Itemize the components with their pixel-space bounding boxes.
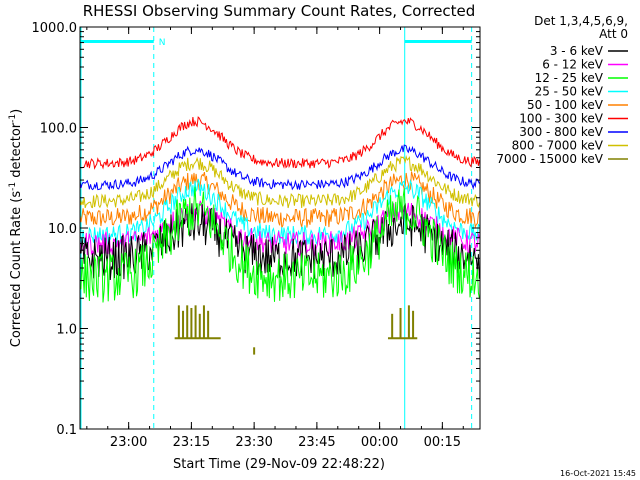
legend-label: 6 - 12 keV	[542, 58, 604, 72]
series-line-1	[79, 200, 480, 257]
hard-xray-bar-3	[190, 307, 193, 339]
hard-xray-bar-7	[207, 310, 210, 339]
y-tick-label: 100.0	[40, 122, 77, 137]
y-axis-label-main: Corrected Count Rate (s	[9, 191, 24, 348]
series-line-7	[79, 155, 480, 209]
x-tick-label: 00:00	[361, 435, 398, 450]
y-tick-label: 1000.0	[32, 21, 78, 36]
legend-label: 7000 - 15000 keV	[496, 152, 603, 166]
legend-label: 800 - 7000 keV	[512, 139, 604, 153]
hard-xray-bar-10	[407, 305, 410, 339]
series-line-4	[79, 171, 480, 230]
x-tick-label: 00:15	[424, 435, 461, 450]
night-marker-label: N	[159, 38, 166, 48]
legend-label: 300 - 800 keV	[519, 125, 603, 139]
saa-bar-2	[404, 40, 472, 43]
series-line-2	[79, 186, 480, 303]
legend-header-1: Det 1,3,4,5,6,9,	[534, 14, 628, 28]
x-tick-label: 23:45	[298, 435, 335, 450]
series-line-6	[79, 144, 480, 191]
series-line-5	[79, 116, 480, 170]
y-tick-label: 1.0	[56, 323, 77, 338]
x-axis-label: Start Time (29-Nov-09 22:48:22)	[173, 457, 385, 472]
y-axis-label-end: )	[9, 109, 24, 114]
y-axis-label-sup1: -1	[8, 182, 18, 191]
x-axis: 23:00 23:15 23:30 23:45 00:00 00:15	[86, 27, 464, 450]
hard-xray-bar-2	[186, 305, 189, 339]
series-line-3	[79, 178, 480, 246]
legend-header-2: Att 0	[599, 27, 628, 41]
y-tick-label: 0.1	[56, 423, 77, 438]
saa-bar-1	[80, 40, 154, 43]
legend-label: 3 - 6 keV	[550, 44, 604, 58]
hard-xray-bar-6	[202, 305, 205, 339]
x-tick-label: 23:30	[235, 435, 272, 450]
hard-xray-bar-0	[177, 305, 180, 339]
legend-label: 12 - 25 keV	[535, 71, 604, 85]
legend-label: 100 - 300 keV	[519, 112, 603, 126]
y-tick-label: 10.0	[48, 222, 77, 237]
legend-label: 50 - 100 keV	[527, 98, 604, 112]
y-axis: 0.1 1.0 10.0 100.0 1000.0	[32, 21, 480, 438]
hard-xray-bar-11	[412, 310, 415, 339]
chart-title: RHESSI Observing Summary Count Rates, Co…	[83, 2, 476, 20]
hard-xray-bar-9	[399, 307, 402, 339]
hard-xray-bar-4	[194, 305, 197, 339]
y-axis-label-sup2: -1	[8, 114, 18, 123]
hard-xray-bar-1	[182, 310, 185, 339]
legend-label: 25 - 50 keV	[535, 85, 604, 99]
x-tick-label: 23:15	[173, 435, 210, 450]
y-axis-label: Corrected Count Rate (s-1 detector-1)	[8, 109, 24, 347]
hard-xray-bar-8	[391, 313, 394, 339]
y-axis-label-mid: detector	[9, 122, 24, 182]
timestamp: 16-Oct-2021 15:45	[560, 469, 636, 478]
x-tick-label: 23:00	[110, 435, 147, 450]
plot-area: N	[79, 27, 480, 429]
hard-xray-bar-5	[198, 313, 201, 339]
